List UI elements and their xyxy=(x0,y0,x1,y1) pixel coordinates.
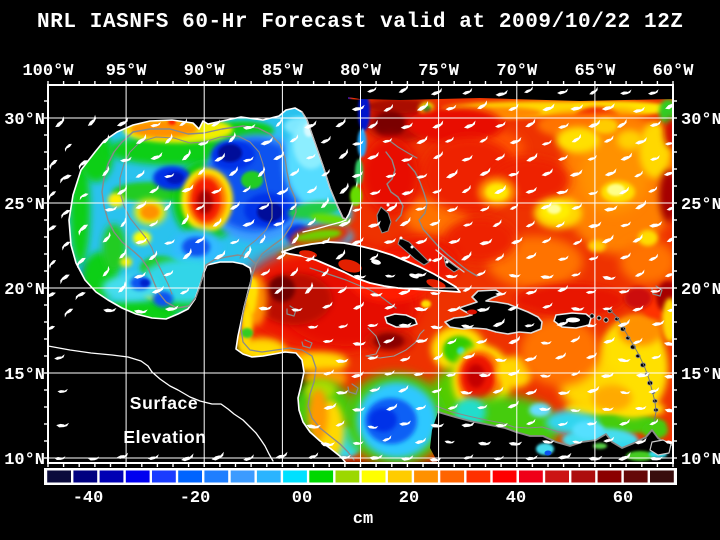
svg-text:85°W: 85°W xyxy=(262,62,304,81)
svg-text:90°W: 90°W xyxy=(184,62,226,81)
svg-text:NRL IASNFS 60-Hr Forecast val: NRL IASNFS 60-Hr Forecast valid at 2009/… xyxy=(37,11,683,34)
svg-text:-40: -40 xyxy=(73,489,104,508)
svg-text:20: 20 xyxy=(399,489,419,508)
svg-text:60: 60 xyxy=(613,489,633,508)
svg-text:00: 00 xyxy=(292,489,312,508)
svg-text:25°N: 25°N xyxy=(4,196,45,215)
svg-text:10°N: 10°N xyxy=(681,451,720,470)
svg-text:25°N: 25°N xyxy=(681,196,720,215)
svg-text:75°W: 75°W xyxy=(418,62,460,81)
svg-text:30°N: 30°N xyxy=(4,111,45,130)
svg-text:Surface: Surface xyxy=(130,393,198,413)
svg-text:80°W: 80°W xyxy=(340,62,382,81)
svg-text:20°N: 20°N xyxy=(4,281,45,300)
svg-text:60°W: 60°W xyxy=(653,62,695,81)
svg-text:cm: cm xyxy=(353,510,373,529)
svg-text:40: 40 xyxy=(506,489,526,508)
svg-text:Elevation: Elevation xyxy=(123,427,206,447)
svg-text:95°W: 95°W xyxy=(106,62,148,81)
svg-text:10°N: 10°N xyxy=(4,451,45,470)
svg-text:65°W: 65°W xyxy=(574,62,616,81)
svg-text:20°N: 20°N xyxy=(681,281,720,300)
svg-text:70°W: 70°W xyxy=(496,62,538,81)
svg-text:15°N: 15°N xyxy=(681,366,720,385)
svg-text:30°N: 30°N xyxy=(681,111,720,130)
svg-text:100°W: 100°W xyxy=(22,62,74,81)
svg-text:15°N: 15°N xyxy=(4,366,45,385)
svg-text:-20: -20 xyxy=(180,489,211,508)
